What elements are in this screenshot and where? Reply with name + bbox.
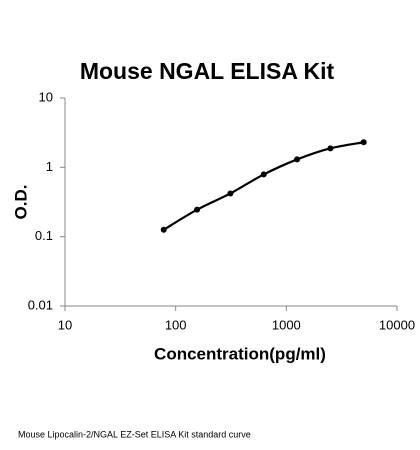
y-tick-label: 0.1 (35, 228, 53, 243)
chart-title: Mouse NGAL ELISA Kit (80, 58, 335, 84)
point (194, 206, 201, 213)
point (327, 145, 334, 152)
x-tick-label: 10000 (379, 317, 415, 332)
x-tick-label: 10 (58, 317, 72, 332)
y-tick-label: 0.01 (28, 297, 53, 312)
y-tick-label: 10 (39, 89, 53, 104)
point (260, 171, 267, 178)
x-tick-label: 1000 (272, 317, 301, 332)
point (227, 190, 234, 197)
x-tick-label: 100 (165, 317, 187, 332)
y-tick-label: 1 (46, 159, 53, 174)
point (160, 226, 167, 233)
caption: Mouse Lipocalin-2/NGAL EZ-Set ELISA Kit … (18, 429, 251, 439)
point (360, 139, 367, 146)
x-axis-label: Concentration(pg/ml) (154, 344, 326, 363)
y-axis-label: O.D. (11, 185, 30, 220)
curve (163, 141, 364, 231)
point (294, 156, 301, 163)
